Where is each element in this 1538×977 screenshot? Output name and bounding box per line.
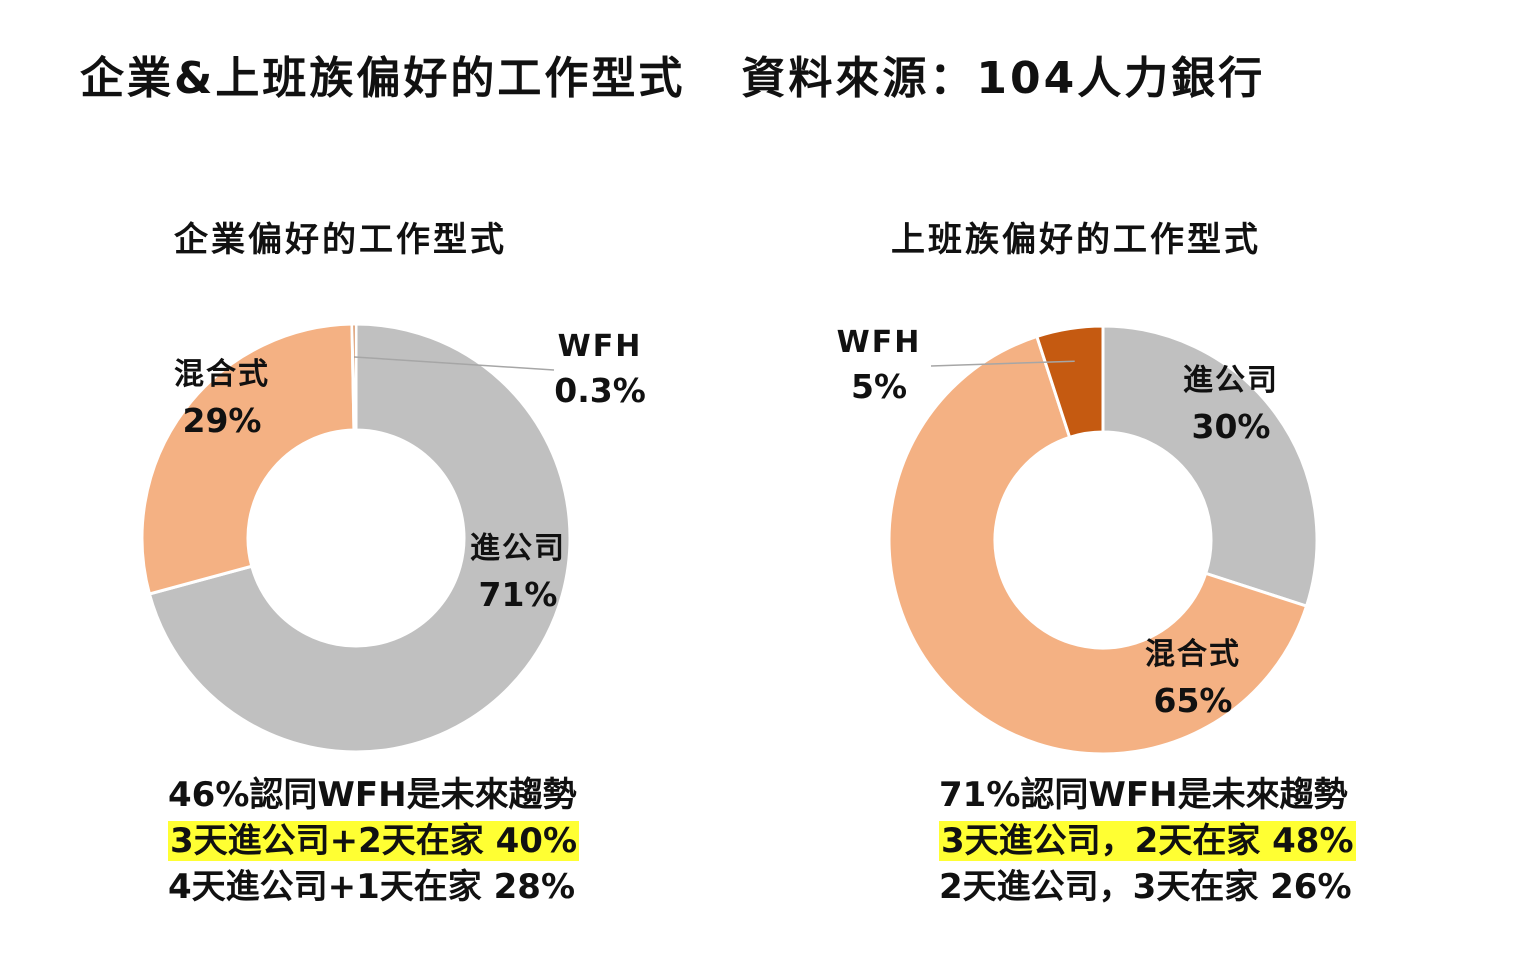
company-note-2: 3天進公司+2天在家 40% [168,821,580,861]
company-label-hybrid-value: 29% [183,401,262,440]
employee-slice-wfh [1034,324,1105,440]
company-chart-panel: 企業偏好的工作型式 進公司 71% 混合式 29% WFH 0.3% 46%認同WFH是未… [140,220,646,910]
employee-label-wfh-value: 5% [851,367,907,406]
employee-chart-title: 上班族偏好的工作型式 [891,220,1261,260]
employee-slice-office [1101,324,1319,609]
title-source: 資料來源：104人力銀行 [741,53,1266,104]
employee-label-hybrid-value: 65% [1154,681,1233,720]
company-notes: 46%認同WFH是未來趨勢 3天進公司+2天在家 40% 4天進公司+1天在家 … [168,772,580,910]
employee-note-3: 2天進公司，3天在家 26% [939,867,1352,907]
employee-slice-hybrid [887,334,1309,756]
company-slice-wfh [350,322,358,432]
company-note-1: 46%認同WFH是未來趨勢 [168,775,577,815]
title-main: 企業&上班族偏好的工作型式 [80,53,686,104]
company-slice-hybrid [140,322,356,596]
employee-label-wfh-name: WFH [837,325,922,360]
employee-label-hybrid-name: 混合式 [1145,637,1241,672]
company-leader-wfh [354,356,555,371]
employee-label-office-name: 進公司 [1183,363,1279,398]
employee-donut-chart: 進公司 30% 混合式 65% WFH 5% [837,324,1319,756]
employee-label-office-value: 30% [1192,407,1271,446]
employee-notes: 71%認同WFH是未來趨勢 3天進公司，2天在家 48% 2天進公司，3天在家 … [939,772,1356,910]
employee-chart-panel: 上班族偏好的工作型式 進公司 30% 混合式 65% WFH 5% 71%認同WFH是未來… [769,0,1538,977]
company-slice-office [147,322,572,754]
employee-note-2: 3天進公司，2天在家 48% [939,821,1356,861]
page-title: 企業&上班族偏好的工作型式 資料來源：104人力銀行 [80,42,1265,106]
company-donut-chart: 進公司 71% 混合式 29% WFH 0.3% [140,322,646,754]
company-label-office-value: 71% [479,575,558,614]
company-label-office-name: 進公司 [470,531,566,566]
company-label-wfh-value: 0.3% [554,371,646,410]
employee-leader-wfh [930,360,1075,367]
employee-note-1: 71%認同WFH是未來趨勢 [939,775,1348,815]
company-note-3: 4天進公司+1天在家 28% [168,867,576,907]
company-label-wfh-name: WFH [558,329,643,364]
company-label-hybrid-name: 混合式 [174,357,270,392]
company-chart-title: 企業偏好的工作型式 [174,220,507,260]
